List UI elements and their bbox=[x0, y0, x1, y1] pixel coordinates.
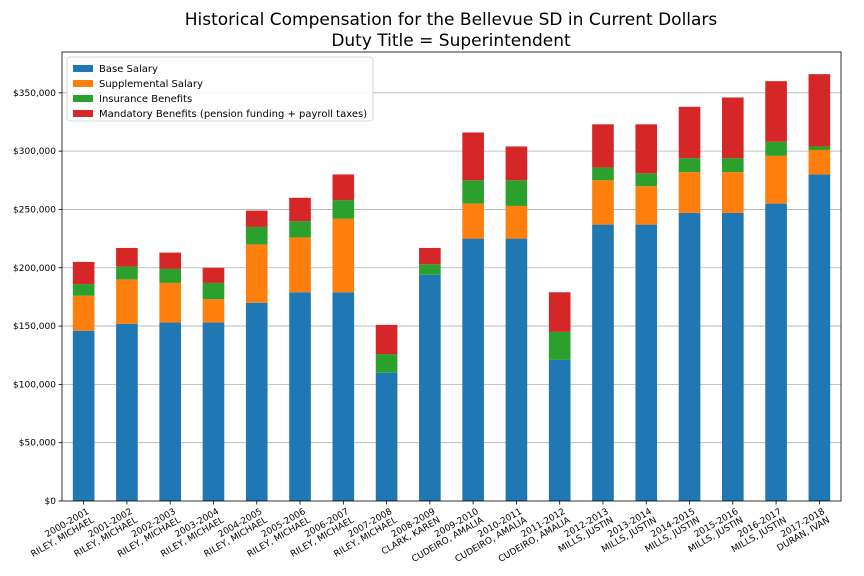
bar-segment-mandatory bbox=[289, 197, 311, 222]
bar-segment-mandatory bbox=[462, 132, 484, 181]
bar-segment-mandatory bbox=[678, 106, 701, 159]
bar-segment-base bbox=[245, 302, 268, 501]
bar-segment-insurance bbox=[462, 180, 484, 204]
y-tick-label: $0 bbox=[45, 497, 57, 507]
bar-segment-insurance bbox=[505, 180, 528, 206]
y-tick-label: $350,000 bbox=[13, 89, 56, 99]
bar-segment-supplemental bbox=[635, 186, 658, 225]
bar-segment-mandatory bbox=[635, 124, 658, 174]
legend-swatch bbox=[73, 80, 93, 87]
bar-segment-insurance bbox=[765, 141, 787, 156]
legend-swatch bbox=[73, 65, 93, 72]
bar-segment-insurance bbox=[159, 268, 182, 283]
y-tick-label: $150,000 bbox=[13, 322, 56, 332]
bar-segment-mandatory bbox=[765, 81, 787, 142]
y-tick-label: $250,000 bbox=[13, 205, 56, 215]
legend: Base Salary Supplemental Salary Insurance … bbox=[66, 56, 374, 122]
bar-segment-insurance bbox=[419, 264, 441, 275]
bar-segment-mandatory bbox=[332, 174, 355, 201]
bar-segment-base bbox=[635, 224, 658, 501]
bar-segment-insurance bbox=[245, 226, 268, 245]
bar-segment-mandatory bbox=[159, 252, 182, 269]
bar-segment-insurance bbox=[808, 146, 831, 150]
bar-segment-supplemental bbox=[592, 180, 614, 225]
bar-segment-insurance bbox=[72, 284, 95, 296]
axes bbox=[61, 51, 842, 502]
bar-segment-supplemental bbox=[332, 218, 355, 293]
bar-segment-supplemental bbox=[765, 155, 787, 204]
bar-segment-base bbox=[419, 274, 441, 501]
chart-title-line-2: Duty Title = Superintendent bbox=[331, 31, 571, 51]
bar-segment-supplemental bbox=[721, 172, 744, 213]
bar-segment-mandatory bbox=[202, 267, 225, 283]
bar-segment-base bbox=[332, 292, 355, 501]
y-tick-label: $50,000 bbox=[19, 439, 56, 449]
legend-box bbox=[66, 56, 374, 122]
bar-segment-insurance bbox=[202, 282, 225, 300]
bar-segment-insurance bbox=[548, 331, 571, 360]
legend-entry: Supplemental Salary bbox=[99, 79, 203, 90]
bar-segment-mandatory bbox=[375, 324, 398, 355]
bar-segment-insurance bbox=[721, 158, 744, 173]
bar-segment-base bbox=[808, 174, 831, 502]
bar-segment-mandatory bbox=[721, 97, 744, 159]
bar-segment-base bbox=[375, 372, 398, 501]
bar-segment-supplemental bbox=[505, 205, 528, 239]
bar-segment-insurance bbox=[592, 167, 614, 181]
bar-segment-mandatory bbox=[505, 146, 528, 181]
bar-segment-supplemental bbox=[72, 295, 95, 331]
bar-segment-supplemental bbox=[202, 299, 225, 323]
bar-segment-base bbox=[721, 212, 744, 502]
bar-segment-insurance bbox=[289, 221, 311, 238]
bar-segment-base bbox=[202, 322, 225, 501]
bar-segment-supplemental bbox=[462, 203, 484, 239]
bars bbox=[72, 74, 831, 502]
plot-frame bbox=[61, 51, 842, 502]
chart-title-line-1: Historical Compensation for the Bellevue… bbox=[185, 10, 718, 30]
bar-segment-supplemental bbox=[116, 279, 138, 324]
bar-segment-mandatory bbox=[245, 210, 268, 227]
bar-segment-mandatory bbox=[808, 74, 831, 147]
legend-entry: Base Salary bbox=[99, 64, 158, 75]
bar-segment-supplemental bbox=[808, 149, 831, 175]
bar-segment-insurance bbox=[116, 266, 138, 280]
bar-segment-mandatory bbox=[592, 124, 614, 168]
bar-segment-supplemental bbox=[289, 237, 311, 293]
bar-segment-mandatory bbox=[419, 247, 441, 265]
bar-segment-mandatory bbox=[72, 261, 95, 285]
y-tick-label: $100,000 bbox=[13, 380, 56, 390]
y-axis-ticks: $0 $50,000 $100,000 $150,000 $200,000 $250,00… bbox=[13, 89, 62, 507]
bar-segment-insurance bbox=[375, 354, 398, 373]
bar-segment-base bbox=[765, 203, 787, 501]
bar-segment-base bbox=[678, 212, 701, 502]
bar-segment-insurance bbox=[635, 173, 658, 187]
bar-segment-supplemental bbox=[159, 282, 182, 323]
bar-segment-base bbox=[505, 238, 528, 501]
bar-segment-mandatory bbox=[548, 292, 571, 332]
chart-title: Historical Compensation for the Bellevue… bbox=[185, 10, 718, 51]
bar-segment-supplemental bbox=[245, 244, 268, 303]
y-tick-label: $300,000 bbox=[13, 147, 56, 157]
bar-segment-insurance bbox=[332, 200, 355, 219]
legend-swatch bbox=[73, 95, 93, 102]
bar-segment-base bbox=[289, 292, 311, 501]
bar-segment-base bbox=[548, 359, 571, 501]
bar-segment-mandatory bbox=[116, 247, 138, 267]
bar-segment-base bbox=[116, 323, 138, 501]
bar-segment-base bbox=[159, 322, 182, 501]
bar-segment-base bbox=[462, 238, 484, 501]
bar-segment-base bbox=[592, 224, 614, 501]
bar-segment-supplemental bbox=[678, 172, 701, 213]
legend-entry: Insurance Benefits bbox=[99, 94, 192, 105]
bar-segment-base bbox=[72, 330, 95, 501]
legend-swatch bbox=[73, 110, 93, 117]
y-tick-label: $200,000 bbox=[13, 264, 56, 274]
bar-segment-insurance bbox=[678, 158, 701, 173]
legend-entry: Mandatory Benefits (pension funding + pa… bbox=[99, 109, 367, 120]
